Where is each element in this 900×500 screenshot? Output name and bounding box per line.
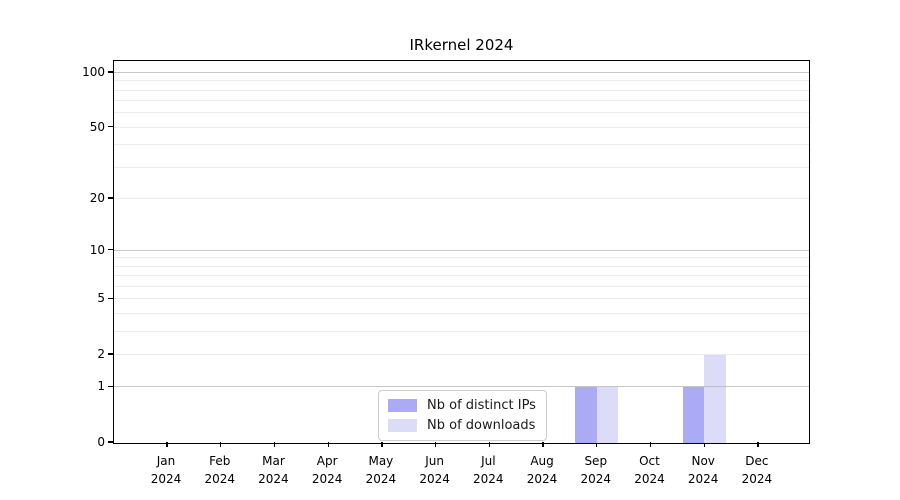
gridline-minor — [114, 353, 809, 355]
x-tick-month: Dec — [745, 454, 769, 468]
legend: Nb of distinct IPs Nb of downloads — [378, 390, 547, 441]
x-tick-label: Jul 2024 — [456, 452, 520, 488]
x-tick — [435, 442, 437, 447]
x-tick-month: Mar — [262, 454, 285, 468]
gridline-minor — [114, 80, 809, 82]
y-tick — [108, 353, 113, 355]
y-tick-label: 2 — [97, 346, 105, 361]
x-tick — [220, 442, 222, 447]
gridline-major — [114, 249, 809, 251]
x-tick-month: May — [368, 454, 394, 468]
x-tick-year: 2024 — [634, 472, 665, 486]
legend-item: Nb of downloads — [388, 418, 536, 433]
x-tick-year: 2024 — [150, 472, 182, 486]
gridline-major — [114, 71, 809, 73]
x-tick-year: 2024 — [311, 472, 343, 486]
y-tick — [108, 297, 113, 299]
x-tick — [542, 442, 544, 447]
x-tick-year: 2024 — [580, 472, 612, 486]
x-tick — [381, 442, 383, 447]
x-tick-month: Apr — [316, 454, 338, 468]
gridline-major — [114, 386, 809, 388]
gridline-minor — [114, 100, 809, 102]
legend-swatch — [388, 419, 417, 432]
bar-nb-of-distinct-ips — [575, 387, 597, 443]
x-tick — [649, 442, 652, 447]
y-tick — [108, 126, 113, 128]
x-tick-month: Oct — [639, 454, 660, 468]
gridline-minor — [114, 265, 809, 267]
legend-item: Nb of distinct IPs — [388, 398, 536, 413]
x-tick-label: Mar 2024 — [241, 452, 305, 488]
x-tick-month: Jan — [156, 454, 176, 468]
gridline-minor — [114, 330, 809, 332]
x-tick-year: 2024 — [258, 472, 289, 486]
y-tick-label: 100 — [82, 64, 105, 79]
legend-label: Nb of distinct IPs — [427, 398, 536, 413]
x-tick-month: Jul — [481, 454, 496, 468]
x-tick-year: 2024 — [419, 472, 450, 486]
gridline-minor — [114, 112, 809, 114]
x-tick-month: Aug — [530, 454, 554, 468]
legend-swatch — [388, 399, 417, 412]
x-tick-label: Oct 2024 — [617, 452, 681, 488]
x-tick-year: 2024 — [741, 472, 773, 486]
chart-title: IRkernel 2024 — [409, 36, 514, 54]
x-tick-label: Dec 2024 — [725, 452, 789, 488]
gridline-minor — [114, 166, 809, 168]
x-tick-month: Nov — [691, 454, 715, 468]
y-tick — [108, 249, 113, 251]
x-tick-label: Sep 2024 — [564, 452, 628, 488]
plot-area: Nb of distinct IPs Nb of downloads — [108, 60, 810, 447]
gridline-minor — [114, 312, 809, 314]
x-tick — [488, 442, 491, 447]
x-tick — [703, 442, 705, 447]
x-tick-label: Apr 2024 — [295, 452, 359, 488]
x-tick-month: Jun — [425, 454, 444, 468]
gridline-minor — [114, 275, 809, 277]
y-tick — [108, 385, 113, 388]
x-tick-month: Feb — [209, 454, 231, 468]
x-tick — [166, 442, 168, 447]
gridline-minor — [114, 257, 809, 259]
x-tick-label: Aug 2024 — [510, 452, 574, 488]
y-tick — [108, 71, 113, 73]
x-tick-month: Sep — [584, 454, 608, 468]
gridline-minor — [114, 197, 809, 199]
x-tick — [327, 442, 329, 447]
x-tick-label: May 2024 — [349, 452, 413, 488]
x-tick-year: 2024 — [687, 472, 719, 486]
bar-nb-of-downloads — [596, 387, 619, 443]
x-tick-year: 2024 — [204, 472, 235, 486]
bar-nb-of-downloads — [704, 354, 726, 443]
legend-label: Nb of downloads — [427, 418, 536, 433]
x-tick — [273, 442, 276, 447]
bar-nb-of-distinct-ips — [682, 387, 705, 443]
y-tick — [108, 197, 113, 199]
y-tick-label: 1 — [97, 379, 105, 394]
gridline-minor — [114, 126, 809, 128]
gridline-minor — [114, 89, 809, 91]
gridline-minor — [114, 298, 809, 300]
gridline-minor — [114, 285, 809, 287]
gridline-minor — [114, 144, 809, 146]
x-tick-year: 2024 — [365, 472, 397, 486]
x-tick-year: 2024 — [473, 472, 504, 486]
y-tick — [108, 441, 113, 443]
y-tick-label: 20 — [89, 190, 105, 205]
y-tick-label: 50 — [89, 119, 105, 134]
y-tick-label: 0 — [97, 435, 105, 449]
y-tick-label: 10 — [89, 242, 105, 257]
x-tick — [757, 442, 759, 447]
x-tick-label: Jun 2024 — [403, 452, 467, 488]
x-tick-label: Jan 2024 — [134, 452, 198, 488]
x-tick-year: 2024 — [526, 472, 558, 486]
x-tick-label: Nov 2024 — [671, 452, 735, 488]
x-tick-label: Feb 2024 — [188, 452, 252, 488]
y-tick-label: 5 — [97, 291, 105, 306]
x-tick — [596, 442, 598, 447]
